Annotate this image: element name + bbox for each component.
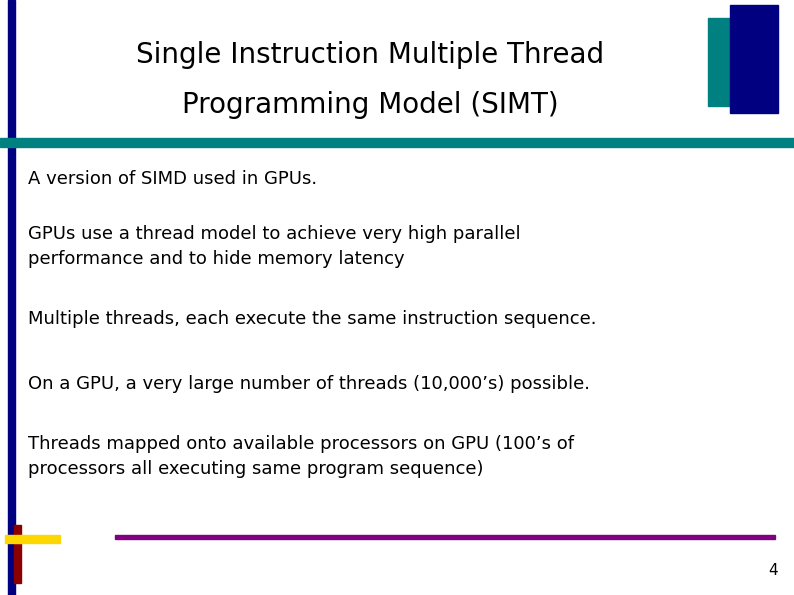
Bar bbox=[730, 5, 778, 113]
Bar bbox=[708, 18, 756, 106]
Text: On a GPU, a very large number of threads (10,000’s) possible.: On a GPU, a very large number of threads… bbox=[28, 375, 590, 393]
Text: A version of SIMD used in GPUs.: A version of SIMD used in GPUs. bbox=[28, 170, 317, 188]
Bar bbox=[115, 535, 775, 539]
Text: Threads mapped onto available processors on GPU (100’s of
processors all executi: Threads mapped onto available processors… bbox=[28, 435, 574, 478]
Bar bbox=[0, 138, 794, 147]
Text: Programming Model (SIMT): Programming Model (SIMT) bbox=[182, 91, 558, 119]
Bar bbox=[5, 535, 60, 543]
Text: GPUs use a thread model to achieve very high parallel
performance and to hide me: GPUs use a thread model to achieve very … bbox=[28, 225, 521, 268]
Text: Multiple threads, each execute the same instruction sequence.: Multiple threads, each execute the same … bbox=[28, 310, 596, 328]
Text: 4: 4 bbox=[769, 563, 778, 578]
Bar bbox=[8, 0, 15, 595]
Bar bbox=[14, 525, 21, 583]
Text: Single Instruction Multiple Thread: Single Instruction Multiple Thread bbox=[136, 41, 604, 69]
